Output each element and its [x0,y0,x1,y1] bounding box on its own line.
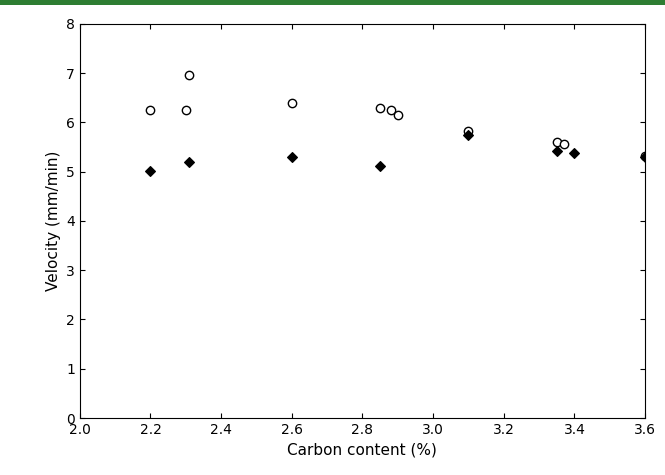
Y-axis label: Velocity (mm/min): Velocity (mm/min) [45,151,61,291]
X-axis label: Carbon content (%): Carbon content (%) [287,442,438,457]
